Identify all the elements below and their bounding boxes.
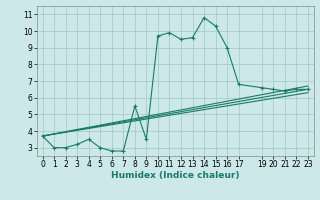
X-axis label: Humidex (Indice chaleur): Humidex (Indice chaleur): [111, 171, 239, 180]
